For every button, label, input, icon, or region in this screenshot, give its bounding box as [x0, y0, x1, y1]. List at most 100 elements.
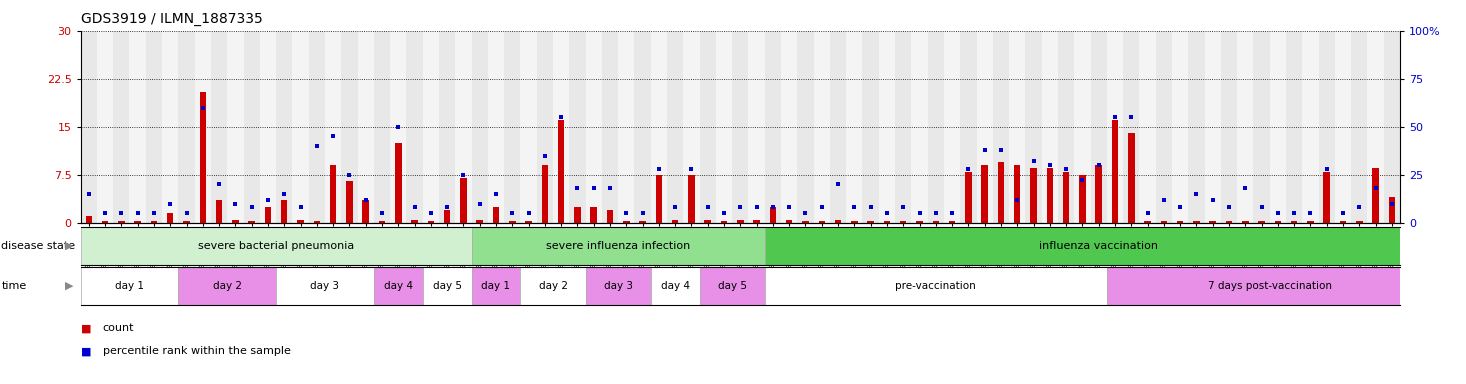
Bar: [1292, 221, 1297, 223]
Point: [582, 185, 605, 191]
Bar: [1095, 165, 1102, 223]
Bar: [868, 221, 874, 223]
Bar: [635, 31, 651, 223]
Bar: [1286, 31, 1302, 223]
Bar: [900, 221, 906, 223]
Bar: [374, 31, 390, 223]
Point: [158, 200, 182, 207]
Point: [1038, 162, 1061, 168]
Bar: [195, 31, 211, 223]
Bar: [981, 165, 988, 223]
Text: disease state: disease state: [1, 241, 76, 251]
Bar: [553, 31, 569, 223]
Bar: [1009, 31, 1025, 223]
Point: [729, 204, 752, 210]
Point: [1233, 185, 1256, 191]
Bar: [292, 31, 309, 223]
Bar: [667, 31, 683, 223]
Bar: [960, 31, 976, 223]
Bar: [216, 200, 223, 223]
Bar: [1091, 31, 1107, 223]
Bar: [537, 31, 553, 223]
Bar: [276, 267, 374, 305]
Bar: [444, 210, 450, 223]
Point: [1120, 114, 1143, 120]
Bar: [998, 162, 1004, 223]
Point: [843, 204, 866, 210]
Bar: [438, 31, 456, 223]
Point: [647, 166, 670, 172]
Text: severe bacterial pneumonia: severe bacterial pneumonia: [198, 241, 355, 251]
Point: [1086, 162, 1110, 168]
Bar: [944, 31, 960, 223]
Bar: [830, 31, 846, 223]
Point: [435, 204, 459, 210]
Point: [257, 197, 280, 203]
Bar: [1258, 221, 1265, 223]
Bar: [932, 221, 940, 223]
Bar: [145, 31, 163, 223]
Point: [907, 210, 931, 216]
Point: [1070, 177, 1094, 184]
Point: [353, 197, 377, 203]
Bar: [1372, 168, 1380, 223]
Point: [240, 204, 264, 210]
Bar: [259, 31, 276, 223]
Bar: [1189, 31, 1205, 223]
Point: [305, 143, 328, 149]
Bar: [476, 220, 482, 223]
Bar: [298, 220, 303, 223]
Bar: [1193, 221, 1199, 223]
Bar: [309, 31, 325, 223]
Bar: [325, 31, 342, 223]
Bar: [97, 31, 113, 223]
Point: [614, 210, 638, 216]
Bar: [265, 207, 271, 223]
Point: [1152, 197, 1176, 203]
Bar: [276, 31, 292, 223]
Text: day 4: day 4: [661, 281, 689, 291]
Bar: [965, 172, 972, 223]
Bar: [362, 200, 369, 223]
Bar: [765, 31, 781, 223]
Bar: [1352, 31, 1368, 223]
Bar: [1123, 31, 1139, 223]
Bar: [119, 221, 125, 223]
Bar: [81, 267, 179, 305]
Point: [1006, 197, 1029, 203]
Bar: [770, 207, 776, 223]
Point: [761, 204, 784, 210]
Point: [1022, 158, 1045, 164]
Bar: [1139, 31, 1155, 223]
Bar: [406, 31, 422, 223]
Text: percentile rank within the sample: percentile rank within the sample: [103, 346, 290, 356]
Point: [224, 200, 248, 207]
Text: influenza vaccination: influenza vaccination: [1039, 241, 1158, 251]
Bar: [1318, 31, 1336, 223]
Bar: [569, 31, 585, 223]
Bar: [1340, 221, 1346, 223]
Bar: [1209, 221, 1215, 223]
Point: [337, 172, 361, 178]
Bar: [585, 31, 603, 223]
Point: [142, 210, 166, 216]
Bar: [390, 31, 406, 223]
Point: [94, 210, 117, 216]
Text: day 5: day 5: [718, 281, 746, 291]
Bar: [1031, 168, 1036, 223]
Bar: [896, 31, 912, 223]
Bar: [715, 31, 732, 223]
Bar: [179, 267, 276, 305]
Bar: [721, 221, 727, 223]
Bar: [834, 220, 841, 223]
Text: ■: ■: [81, 323, 91, 333]
Bar: [472, 31, 488, 223]
Bar: [113, 31, 129, 223]
Bar: [818, 221, 825, 223]
Point: [452, 172, 475, 178]
Bar: [1127, 133, 1135, 223]
Point: [126, 210, 150, 216]
Bar: [520, 267, 585, 305]
Bar: [1047, 168, 1053, 223]
Bar: [81, 227, 472, 265]
